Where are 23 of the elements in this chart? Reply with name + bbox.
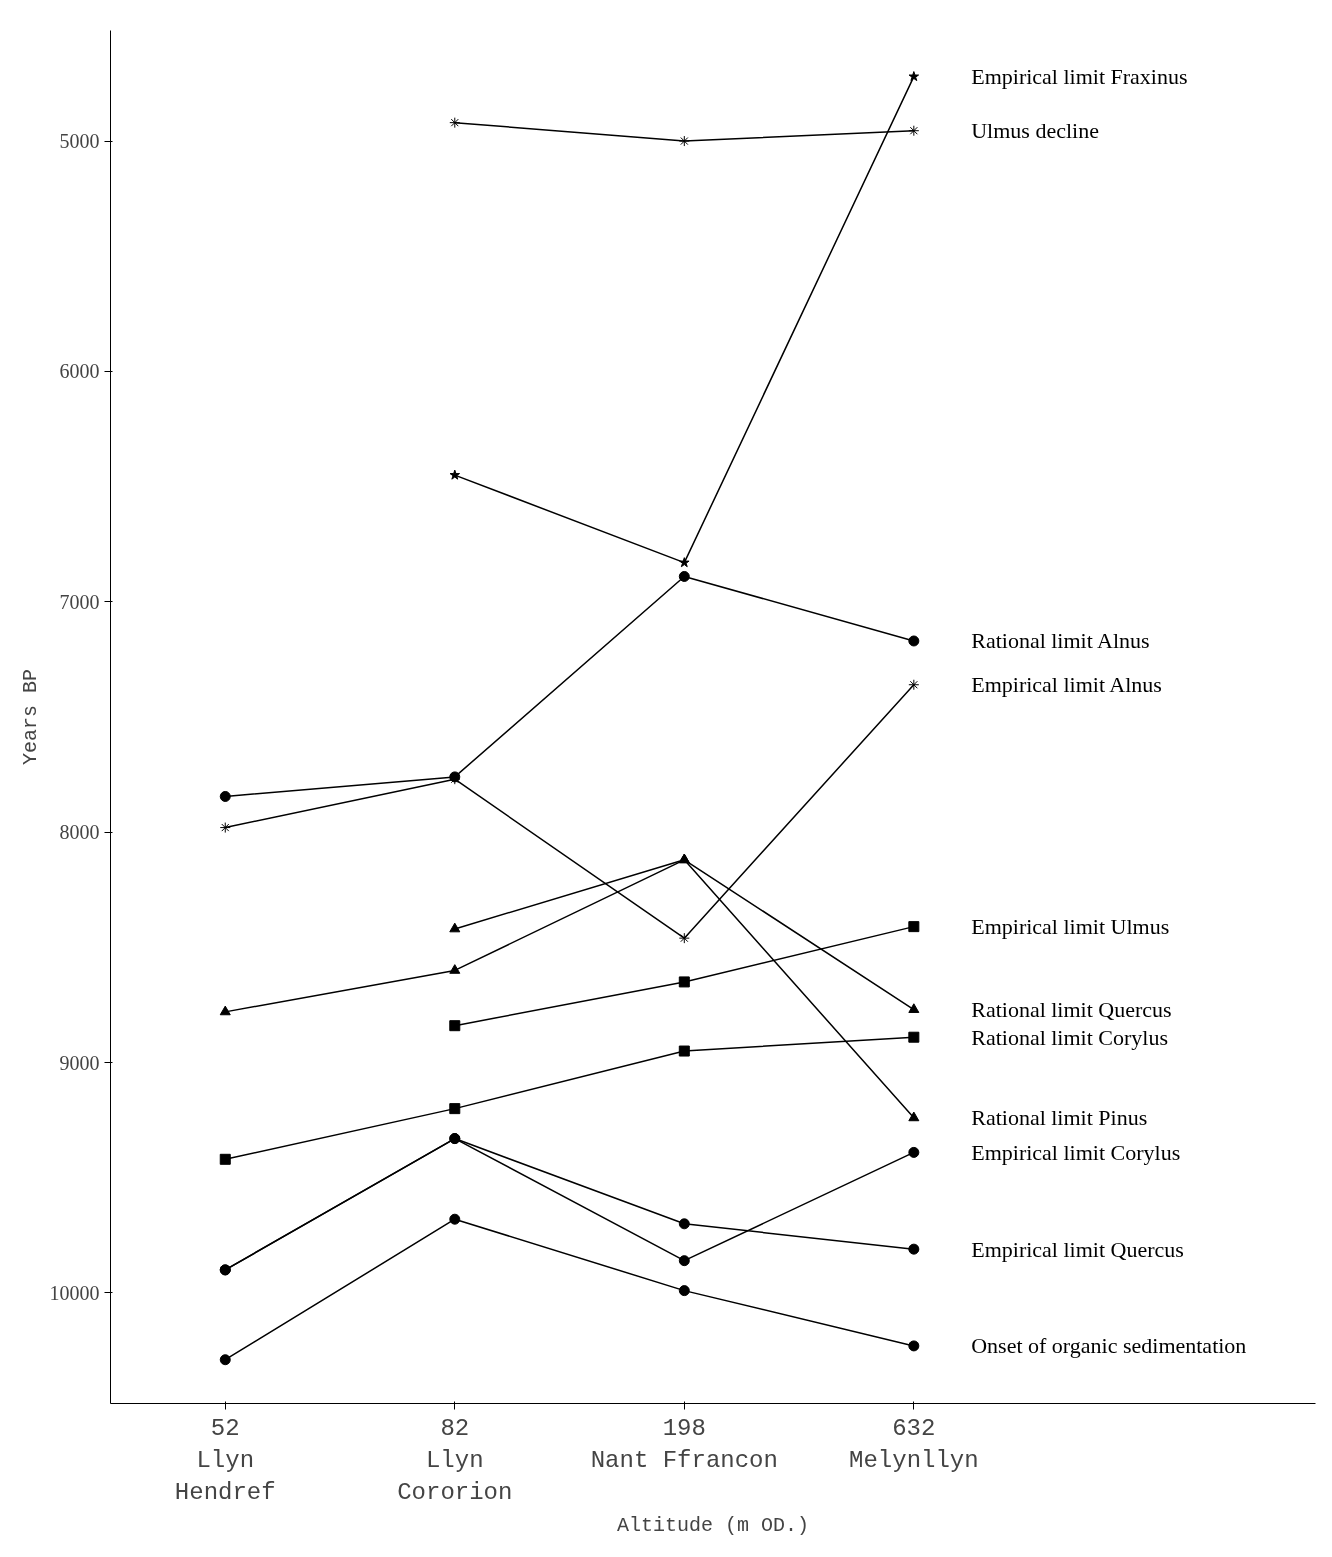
x-tick-label: 52 Llyn Hendref	[174, 1414, 276, 1507]
text: Rational limit Alnus	[971, 628, 1150, 654]
y-tick-label: 6000	[59, 360, 100, 383]
y-tick-label: 9000	[59, 1051, 100, 1074]
y-tick-label: 7000	[59, 590, 100, 613]
x-axis-title: Altitude (m OD.)	[616, 1514, 810, 1538]
x-tick-label: 632 Melynllyn	[849, 1414, 979, 1474]
y-axis-title: Years BP	[18, 668, 42, 766]
text: Rational limit Pinus	[971, 1105, 1148, 1131]
text: Empirical limit Alnus	[971, 672, 1162, 698]
text: Rational limit Corylus	[971, 1024, 1168, 1050]
text: Empirical limit Fraxinus	[971, 64, 1188, 90]
text: Ulmus decline	[971, 118, 1099, 144]
y-tick-label: 8000	[59, 821, 100, 844]
y-tick-label: 5000	[59, 130, 100, 153]
text: Rational limit Quercus	[971, 997, 1172, 1023]
text: Empirical limit Corylus	[971, 1139, 1181, 1165]
text: Onset of organic sedimentation	[971, 1333, 1247, 1359]
text: Empirical limit Quercus	[971, 1236, 1184, 1262]
text: Empirical limit Ulmus	[971, 914, 1170, 940]
y-tick-label: 10000	[49, 1281, 100, 1304]
x-tick-label: 198 Nant Ffrancon	[590, 1414, 778, 1474]
x-tick-label: 82 Llyn Cororion	[397, 1414, 513, 1507]
